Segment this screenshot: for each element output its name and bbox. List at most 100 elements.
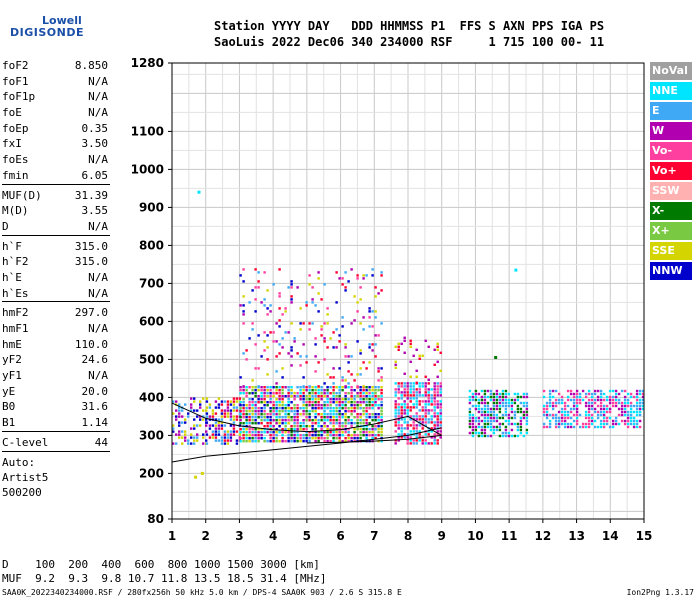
echo-point — [211, 415, 215, 418]
x-tick-label: 6 — [336, 529, 344, 543]
echo-point — [638, 425, 642, 429]
echo-point — [338, 386, 341, 389]
echo-point — [418, 418, 421, 421]
echo-point — [587, 404, 591, 408]
echo-point — [433, 412, 436, 415]
echo-point — [341, 407, 344, 410]
echo-point — [278, 268, 281, 271]
echo-point — [560, 422, 564, 426]
echo-point — [314, 413, 317, 416]
echo-point — [542, 404, 546, 408]
echo-point — [377, 419, 380, 422]
echo-point — [353, 422, 356, 425]
echo-point — [232, 397, 236, 400]
echo-point — [380, 428, 383, 431]
echo-point — [356, 373, 359, 376]
echo-point — [257, 413, 260, 416]
echo-point — [424, 409, 427, 412]
param-name: foF2 — [2, 59, 29, 72]
echo-point — [266, 386, 269, 389]
echo-point — [320, 416, 323, 419]
echo-point — [239, 386, 242, 389]
echo-point — [439, 418, 442, 421]
echo-point — [480, 398, 484, 402]
echo-point — [356, 301, 359, 304]
echo-point — [374, 419, 377, 422]
echo-point — [263, 340, 266, 343]
echo-point — [501, 422, 505, 426]
echo-point — [394, 345, 397, 348]
echo-point — [242, 389, 245, 392]
echo-point — [314, 304, 317, 307]
echo-point — [308, 440, 311, 443]
param-row: hmF2 297.0 — [2, 305, 110, 321]
echo-point — [495, 392, 499, 396]
echo-point — [356, 310, 359, 313]
echo-point — [223, 442, 227, 445]
echo-point — [635, 398, 639, 402]
echo-point — [263, 431, 266, 434]
echo-point — [519, 395, 523, 399]
echo-point — [326, 386, 329, 389]
echo-point — [504, 395, 508, 399]
echo-point — [278, 295, 281, 298]
echo-point — [356, 392, 359, 395]
echo-point — [626, 410, 630, 414]
echo-point — [266, 307, 269, 310]
echo-point — [397, 406, 400, 409]
echo-point — [397, 433, 400, 436]
echo-point — [415, 412, 418, 415]
echo-point — [269, 431, 272, 434]
echo-point — [245, 428, 248, 431]
echo-point — [403, 409, 406, 412]
echo-point — [332, 398, 335, 401]
echo-point — [260, 395, 263, 398]
echo-point — [272, 410, 275, 413]
echo-point — [190, 397, 193, 400]
echo-point — [254, 268, 257, 271]
echo-point — [641, 404, 645, 408]
echo-point — [332, 437, 335, 440]
echo-point — [516, 395, 520, 399]
echo-point — [232, 427, 236, 430]
echo-point — [269, 398, 272, 401]
echo-point — [290, 428, 293, 431]
echo-point — [380, 407, 383, 410]
echo-point — [602, 407, 606, 411]
echo-point — [371, 268, 374, 271]
echo-point — [311, 389, 314, 392]
echo-point — [575, 398, 579, 402]
echo-point — [596, 425, 600, 429]
echo-point — [296, 434, 299, 437]
echo-point — [394, 363, 397, 366]
echo-point — [220, 439, 224, 442]
echo-point — [397, 388, 400, 391]
echo-point — [281, 337, 284, 340]
echo-point — [341, 404, 344, 407]
echo-point — [296, 392, 299, 395]
echo-point — [314, 416, 317, 419]
echo-point — [302, 428, 305, 431]
echo-point — [474, 407, 478, 411]
echo-point — [353, 407, 356, 410]
echo-point — [483, 422, 487, 426]
echo-point — [220, 427, 224, 430]
echo-point — [235, 406, 239, 409]
echo-point — [614, 398, 618, 402]
echo-point — [266, 373, 269, 376]
echo-point — [308, 404, 311, 407]
echo-point — [566, 404, 570, 408]
echo-point — [581, 425, 585, 429]
echo-point — [287, 437, 290, 440]
echo-point — [439, 406, 442, 409]
echo-point — [350, 419, 353, 422]
echo-point — [397, 424, 400, 427]
echo-point — [436, 442, 439, 445]
echo-point — [305, 419, 308, 422]
echo-point — [302, 398, 305, 401]
echo-point — [205, 442, 209, 445]
echo-point — [299, 425, 302, 428]
echo-point — [329, 440, 332, 443]
echo-point — [480, 401, 484, 405]
echo-point — [311, 431, 314, 434]
